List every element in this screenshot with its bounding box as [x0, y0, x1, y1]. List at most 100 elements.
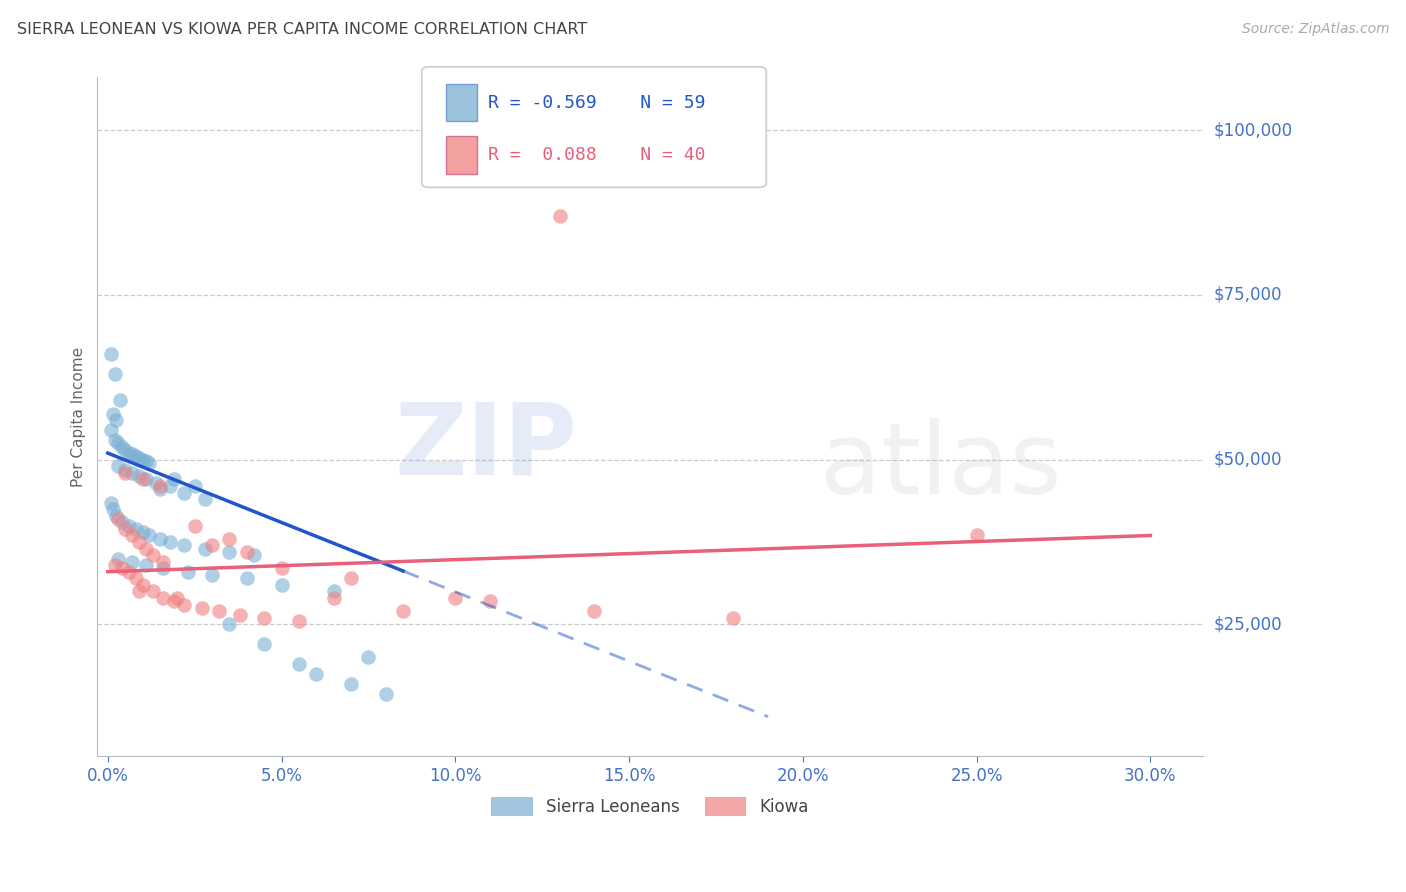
Point — [138, 528, 160, 542]
Point — [104, 433, 127, 447]
Point — [218, 532, 240, 546]
Point — [163, 594, 186, 608]
Point — [322, 591, 344, 606]
Point — [108, 393, 131, 408]
Point — [374, 687, 396, 701]
Point — [149, 483, 172, 497]
Point — [101, 502, 124, 516]
Point — [121, 447, 143, 461]
Point — [479, 594, 502, 608]
Point — [107, 512, 129, 526]
Point — [253, 637, 276, 651]
Point — [190, 601, 212, 615]
Point — [583, 604, 606, 618]
Point — [357, 650, 380, 665]
Point — [218, 545, 240, 559]
Point — [236, 545, 259, 559]
Point — [107, 436, 129, 450]
Point — [124, 450, 146, 464]
Point — [163, 473, 186, 487]
Point — [159, 535, 181, 549]
Point — [117, 518, 139, 533]
Point — [107, 551, 129, 566]
Point — [340, 677, 363, 691]
Point — [183, 518, 205, 533]
Point — [104, 367, 127, 381]
Point — [107, 459, 129, 474]
Point — [270, 561, 292, 575]
Point — [114, 522, 136, 536]
Point — [138, 456, 160, 470]
Point — [128, 451, 150, 466]
Point — [322, 584, 344, 599]
Point — [135, 541, 157, 556]
Point — [100, 347, 122, 361]
Point — [114, 462, 136, 476]
Point — [270, 578, 292, 592]
Point — [117, 565, 139, 579]
Point — [548, 209, 571, 223]
Point — [444, 591, 467, 606]
Point — [124, 522, 146, 536]
Point — [121, 528, 143, 542]
Point — [111, 561, 134, 575]
Point — [104, 558, 127, 573]
Text: $75,000: $75,000 — [1213, 286, 1282, 304]
Point — [166, 591, 188, 606]
Point — [121, 466, 143, 480]
Text: $25,000: $25,000 — [1213, 615, 1282, 633]
Point — [149, 532, 172, 546]
Text: R =  0.088    N = 40: R = 0.088 N = 40 — [488, 146, 706, 164]
Point — [142, 548, 165, 562]
Point — [173, 538, 195, 552]
Point — [288, 657, 311, 671]
Point — [218, 617, 240, 632]
Point — [201, 568, 224, 582]
Point — [152, 561, 174, 575]
Point — [288, 614, 311, 628]
Point — [152, 555, 174, 569]
Point — [159, 479, 181, 493]
Point — [236, 571, 259, 585]
Point — [173, 598, 195, 612]
Point — [114, 466, 136, 480]
Point — [183, 479, 205, 493]
Point — [131, 525, 153, 540]
Point — [142, 584, 165, 599]
Text: $100,000: $100,000 — [1213, 121, 1292, 139]
Point — [242, 548, 264, 562]
Point — [145, 475, 167, 490]
Point — [111, 516, 134, 530]
Y-axis label: Per Capita Income: Per Capita Income — [72, 347, 86, 487]
Point — [105, 413, 128, 427]
Text: $50,000: $50,000 — [1213, 450, 1282, 468]
Point — [101, 407, 124, 421]
Legend: Sierra Leoneans, Kiowa: Sierra Leoneans, Kiowa — [484, 790, 815, 822]
Point — [128, 535, 150, 549]
Point — [128, 469, 150, 483]
Point — [114, 442, 136, 457]
Point — [135, 558, 157, 573]
Text: SIERRA LEONEAN VS KIOWA PER CAPITA INCOME CORRELATION CHART: SIERRA LEONEAN VS KIOWA PER CAPITA INCOM… — [17, 22, 588, 37]
Point — [100, 495, 122, 509]
Point — [128, 584, 150, 599]
Point — [135, 454, 157, 468]
Point — [392, 604, 415, 618]
Point — [121, 555, 143, 569]
Point — [111, 440, 134, 454]
Point — [723, 611, 745, 625]
Point — [149, 479, 172, 493]
Text: atlas: atlas — [820, 417, 1062, 515]
Point — [201, 538, 224, 552]
Point — [117, 446, 139, 460]
Point — [340, 571, 363, 585]
Text: ZIP: ZIP — [394, 398, 576, 495]
Point — [194, 541, 217, 556]
Text: R = -0.569    N = 59: R = -0.569 N = 59 — [488, 94, 706, 112]
Point — [131, 578, 153, 592]
Point — [305, 666, 328, 681]
Point — [194, 492, 217, 507]
Point — [152, 591, 174, 606]
Point — [177, 565, 200, 579]
Point — [966, 528, 988, 542]
